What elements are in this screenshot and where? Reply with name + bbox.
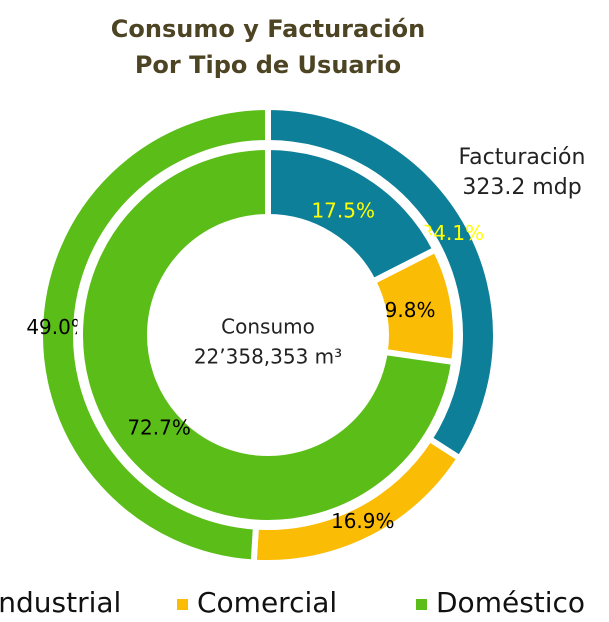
legend-label: Doméstico (436, 586, 585, 619)
donut-slice (77, 143, 458, 526)
legend-swatch (416, 599, 427, 610)
ring-total: 323.2 mdp (462, 175, 581, 200)
legend-label: Industrial (0, 586, 121, 619)
data-label: 17.5% (311, 199, 375, 223)
legend-swatch (177, 599, 188, 610)
data-label: 16.9% (331, 509, 395, 533)
chart-subtitle: Por Tipo de Usuario (135, 51, 401, 79)
data-label: 9.8% (385, 298, 436, 322)
legend-label: Comercial (197, 586, 337, 619)
donut-slice (37, 103, 271, 566)
ring-name: Consumo (221, 315, 315, 339)
chart-title: Consumo y Facturación (111, 15, 425, 43)
data-label: 72.7% (127, 416, 191, 440)
ring-name: Facturación (459, 145, 586, 170)
ring-total: 22’358,353 m³ (194, 345, 342, 369)
